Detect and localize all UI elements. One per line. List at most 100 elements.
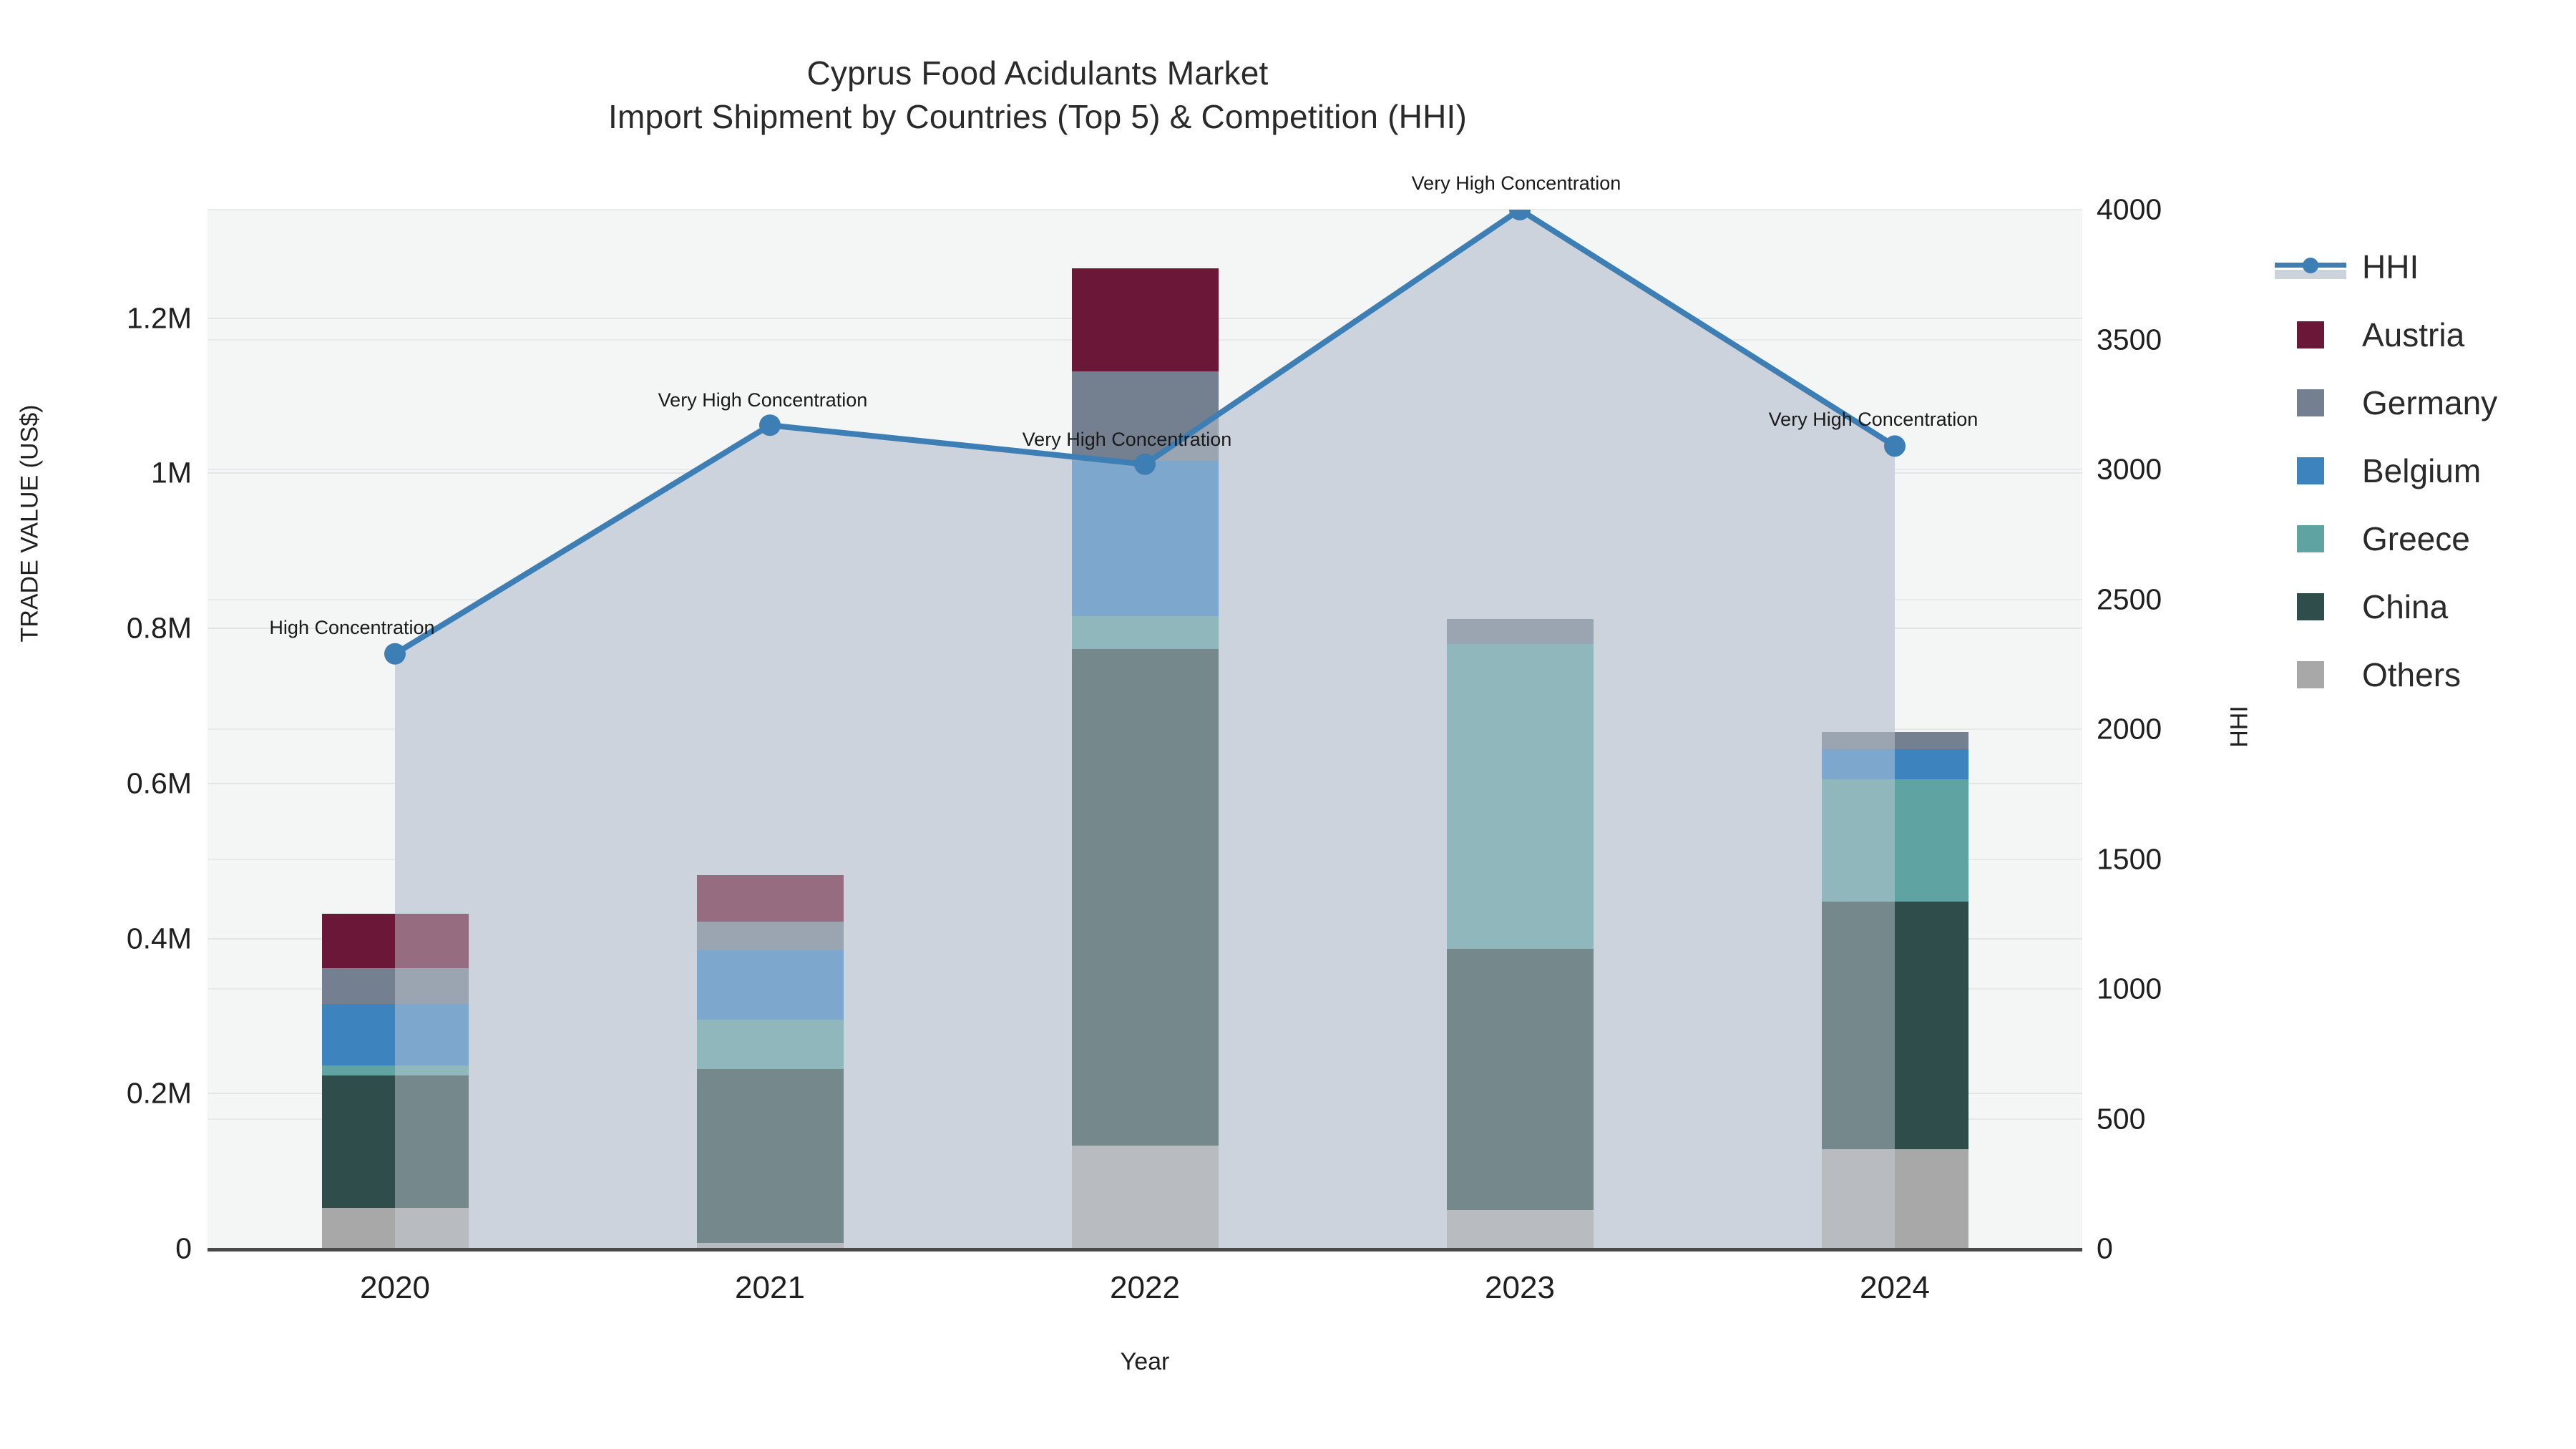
- y-axis-left-tick-label: 0.2M: [126, 1076, 192, 1110]
- legend-key: [2272, 525, 2349, 552]
- y-axis-left-tick-label: 1M: [151, 456, 192, 489]
- hhi-marker[interactable]: [1509, 210, 1531, 220]
- bar-segment-china[interactable]: [1821, 901, 1968, 1150]
- bar-segment-china[interactable]: [1446, 948, 1594, 1210]
- x-axis-tick-label: 2020: [360, 1270, 430, 1305]
- legend-key: [2272, 592, 2349, 620]
- y-axis-right-tick-label: 0: [2097, 1231, 2113, 1265]
- legend-item-germany[interactable]: Germany: [2272, 369, 2497, 436]
- bar-segment-greece[interactable]: [1446, 643, 1594, 949]
- y-axis-right-ticks: 0 500 1000 1500 2000 2500 3000 3500 4000: [2097, 193, 2311, 1265]
- bar-segment-belgium[interactable]: [1821, 749, 1968, 780]
- y-axis-left-tick-label: 0.8M: [126, 611, 192, 645]
- y-axis-left-tick-label: 1.2M: [126, 301, 192, 335]
- bar-segment-germany[interactable]: [1821, 732, 1968, 750]
- legend-item-others[interactable]: Others: [2272, 640, 2497, 708]
- bar-segment-belgium[interactable]: [1071, 461, 1219, 616]
- legend-swatch-icon: [2297, 525, 2324, 552]
- bar-stack[interactable]: [1071, 268, 1219, 1249]
- bar-segment-others[interactable]: [1446, 1209, 1594, 1249]
- bar-segment-austria[interactable]: [321, 913, 469, 968]
- bar-segment-greece[interactable]: [321, 1065, 469, 1076]
- chart-title: Cyprus Food Acidulants Market: [806, 54, 1269, 92]
- legend-item-label: Germany: [2362, 384, 2498, 421]
- bar-segment-belgium[interactable]: [321, 1003, 469, 1066]
- bar-segment-others[interactable]: [1071, 1145, 1219, 1249]
- bar-segment-belgium[interactable]: [696, 950, 844, 1020]
- legend-swatch-icon: [2297, 660, 2324, 688]
- bar-stack[interactable]: [321, 913, 469, 1249]
- x-axis-tick-label: 2021: [735, 1270, 805, 1305]
- chart-title-block: Cyprus Food Acidulants Market Import Shi…: [0, 52, 2075, 139]
- bar-segment-others[interactable]: [696, 1243, 844, 1249]
- legend-key: [2272, 389, 2349, 416]
- y-axis-left-tick-label: 0.6M: [126, 766, 192, 800]
- bar-segment-austria[interactable]: [696, 874, 844, 922]
- gridline: [208, 209, 2082, 210]
- legend-key: [2272, 255, 2349, 279]
- hhi-annotation: Very High Concentration: [1411, 172, 1621, 194]
- plot-area: [208, 209, 2082, 1249]
- x-axis-tick-label: 2023: [1485, 1270, 1555, 1305]
- chart-subtitle: Import Shipment by Countries (Top 5) & C…: [608, 98, 1467, 136]
- bar-segment-greece[interactable]: [1071, 615, 1219, 650]
- hhi-annotation: Very High Concentration: [1768, 409, 1979, 431]
- bar-segment-germany[interactable]: [1071, 371, 1219, 462]
- legend-item-austria[interactable]: Austria: [2272, 301, 2497, 369]
- hhi-area-overlay: [384, 210, 1906, 1249]
- bar-segment-china[interactable]: [1071, 649, 1219, 1146]
- legend-item-label: Others: [2362, 655, 2462, 693]
- hhi-marker[interactable]: [759, 414, 781, 436]
- bar-segment-greece[interactable]: [696, 1020, 844, 1069]
- y-axis-left-tick-label: 0: [175, 1231, 192, 1265]
- hhi-annotation: Very High Concentration: [658, 389, 868, 411]
- legend-swatch-icon: [2297, 457, 2324, 484]
- legend-item-greece[interactable]: Greece: [2272, 504, 2497, 572]
- x-axis-label: Year: [1120, 1348, 1170, 1375]
- bar-segment-others[interactable]: [321, 1207, 469, 1249]
- legend-item-label: Austria: [2362, 316, 2465, 353]
- x-axis-line: [208, 1248, 2082, 1252]
- legend-item-label: Greece: [2362, 519, 2470, 557]
- series-layer: [208, 210, 2082, 1249]
- y-axis-left-tick-label: 0.4M: [126, 922, 192, 955]
- hhi-marker[interactable]: [384, 643, 406, 665]
- y-axis-right-tick-label: 1500: [2097, 842, 2162, 875]
- bar-segment-germany[interactable]: [321, 967, 469, 1004]
- legend-swatch-icon: [2297, 321, 2324, 348]
- y-axis-right-tick-label: 3000: [2097, 452, 2162, 486]
- bar-segment-china[interactable]: [321, 1075, 469, 1208]
- chart-legend: HHI Austria Germany Belgium Greece China Other…: [2272, 233, 2497, 708]
- bar-stack[interactable]: [1821, 732, 1968, 1249]
- legend-item-label: China: [2362, 587, 2449, 625]
- bar-segment-china[interactable]: [696, 1068, 844, 1244]
- legend-item-label: HHI: [2362, 248, 2419, 286]
- legend-item-hhi[interactable]: HHI: [2272, 233, 2497, 301]
- bar-stack[interactable]: [1446, 619, 1594, 1249]
- bar-segment-austria[interactable]: [1071, 268, 1219, 372]
- hhi-marker[interactable]: [1884, 435, 1906, 457]
- legend-key: [2272, 660, 2349, 688]
- bar-stack[interactable]: [696, 874, 844, 1249]
- y-axis-right-tick-label: 2500: [2097, 582, 2162, 615]
- y-axis-right-tick-label: 500: [2097, 1102, 2146, 1135]
- bar-segment-greece[interactable]: [1821, 779, 1968, 902]
- bar-segment-germany[interactable]: [696, 921, 844, 950]
- y-axis-right-label: HHI: [2225, 706, 2253, 748]
- legend-item-belgium[interactable]: Belgium: [2272, 436, 2497, 504]
- hhi-marker[interactable]: [1134, 453, 1156, 475]
- y-axis-right-tick-label: 4000: [2097, 192, 2162, 226]
- bar-segment-others[interactable]: [1821, 1149, 1968, 1249]
- y-axis-left-ticks: 0 0.2M 0.4M 0.6M 0.8M 1M 1.2M: [0, 210, 192, 1264]
- legend-item-china[interactable]: China: [2272, 572, 2497, 640]
- legend-key: [2272, 457, 2349, 484]
- legend-key: [2272, 321, 2349, 348]
- y-axis-right-tick-label: 2000: [2097, 712, 2162, 746]
- y-axis-right-tick-label: 1000: [2097, 972, 2162, 1005]
- hhi-line-icon: [2275, 255, 2346, 279]
- legend-item-label: Belgium: [2362, 452, 2482, 489]
- y-axis-left-label: TRADE VALUE (US$): [16, 404, 44, 643]
- legend-swatch-icon: [2297, 389, 2324, 416]
- bar-segment-germany[interactable]: [1446, 619, 1594, 644]
